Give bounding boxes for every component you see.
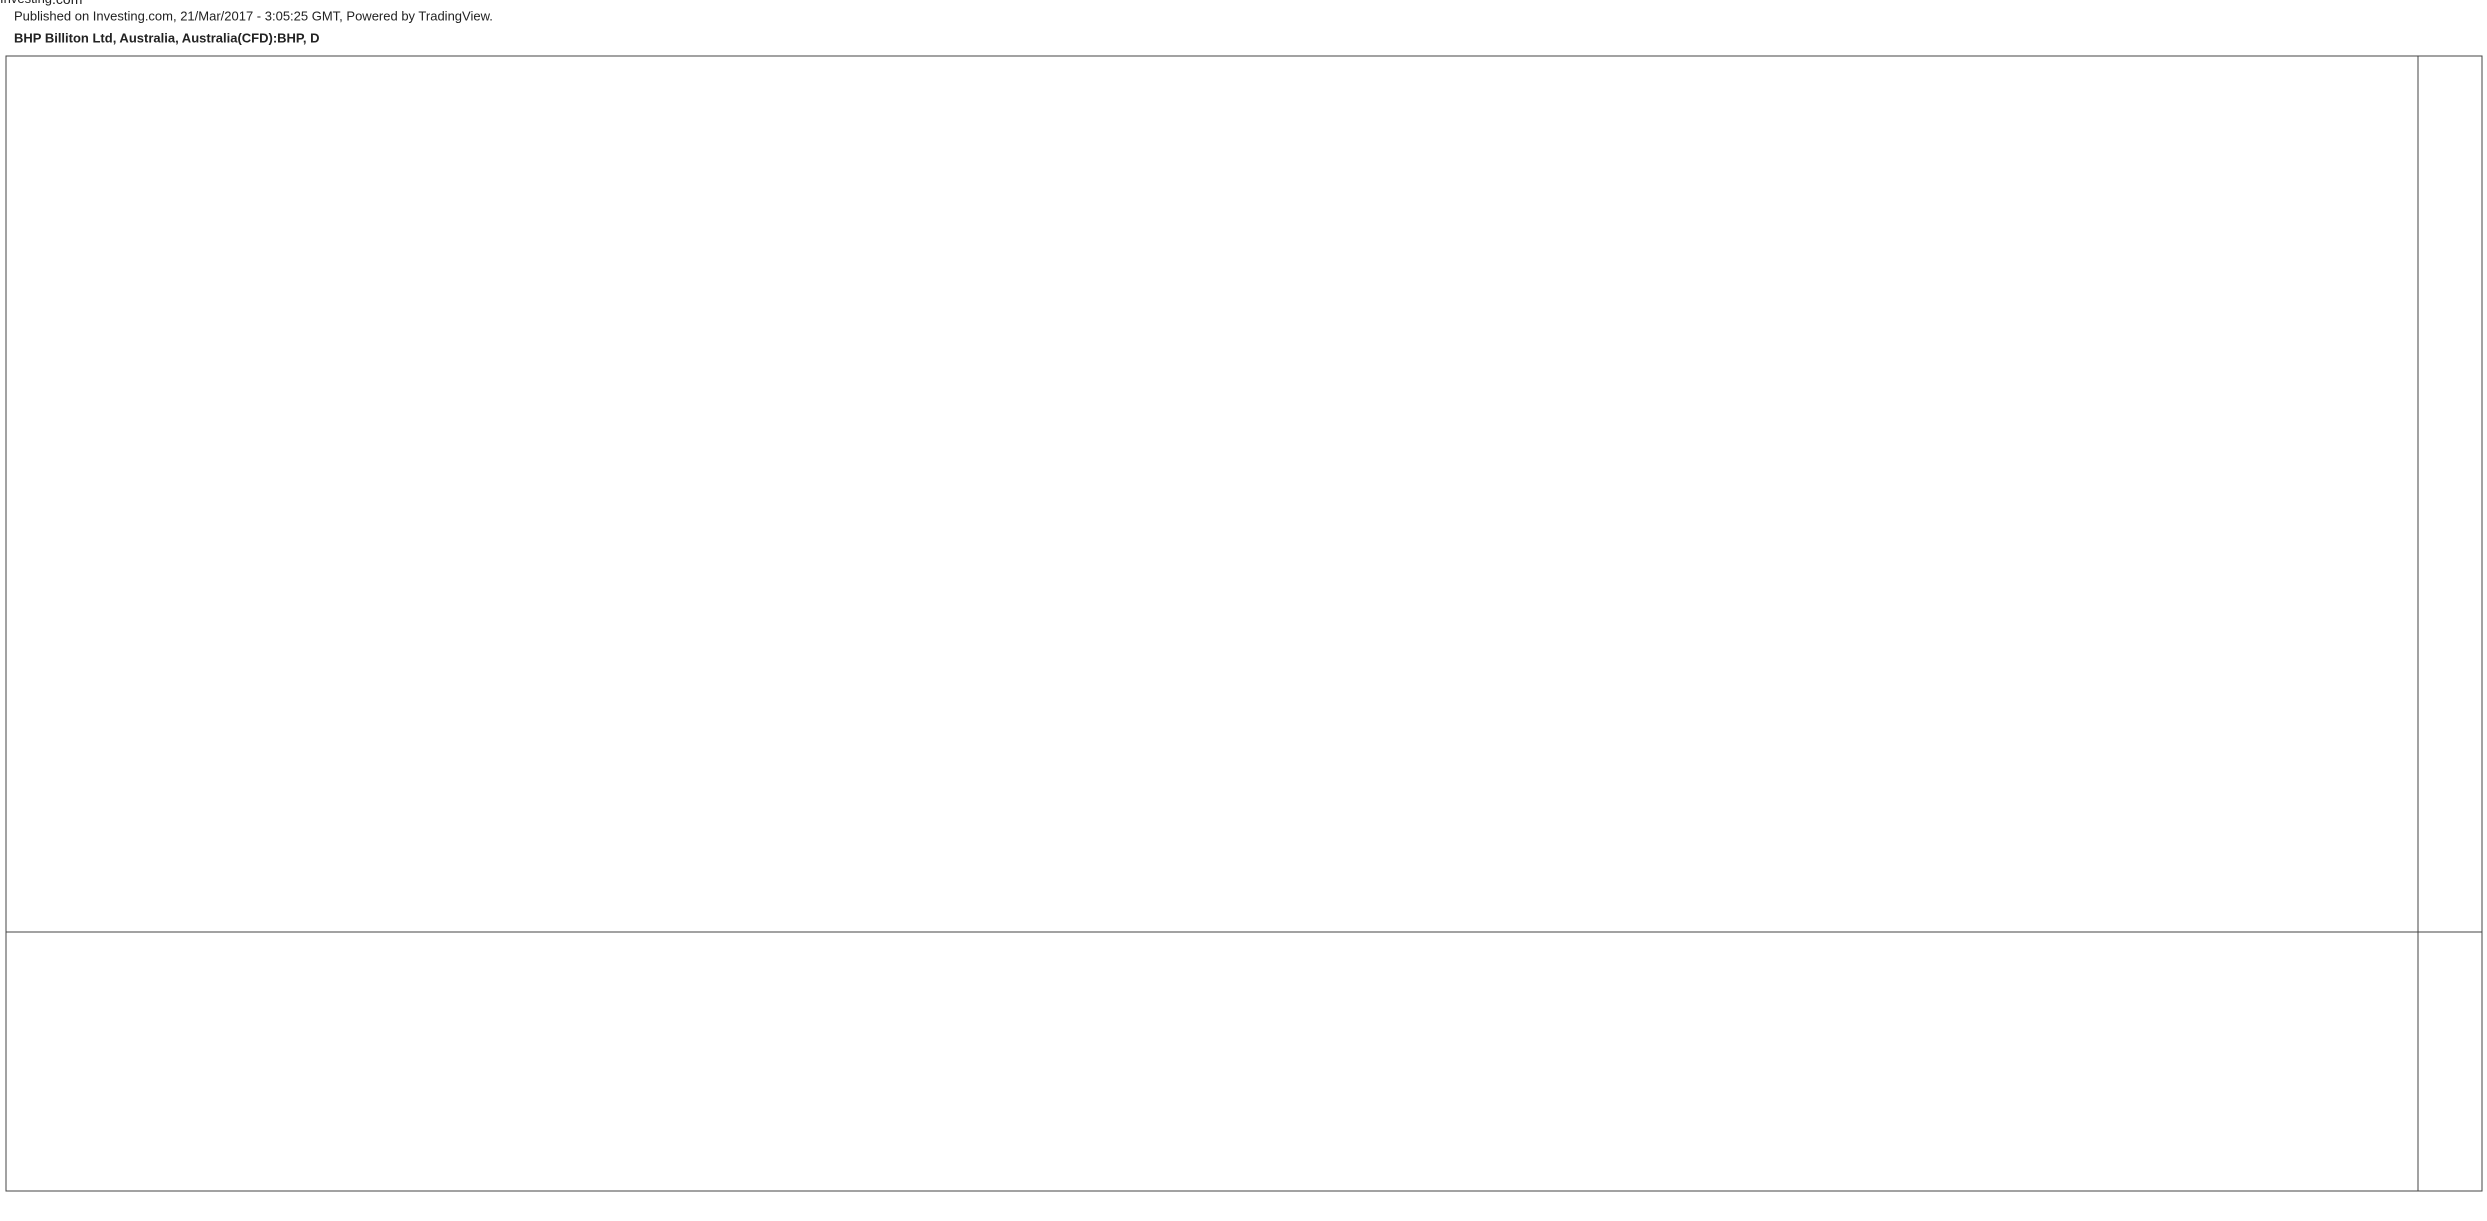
header-text: Published on Investing.com, 21/Mar/2017 … bbox=[14, 8, 493, 23]
frame bbox=[5, 55, 2483, 1192]
logo: Investing.com bbox=[0, 0, 82, 7]
chart-title: BHP Billiton Ltd, Australia, Australia(C… bbox=[14, 30, 320, 45]
logo-suffix: .com bbox=[52, 0, 82, 7]
logo-name: Investing bbox=[0, 0, 52, 6]
